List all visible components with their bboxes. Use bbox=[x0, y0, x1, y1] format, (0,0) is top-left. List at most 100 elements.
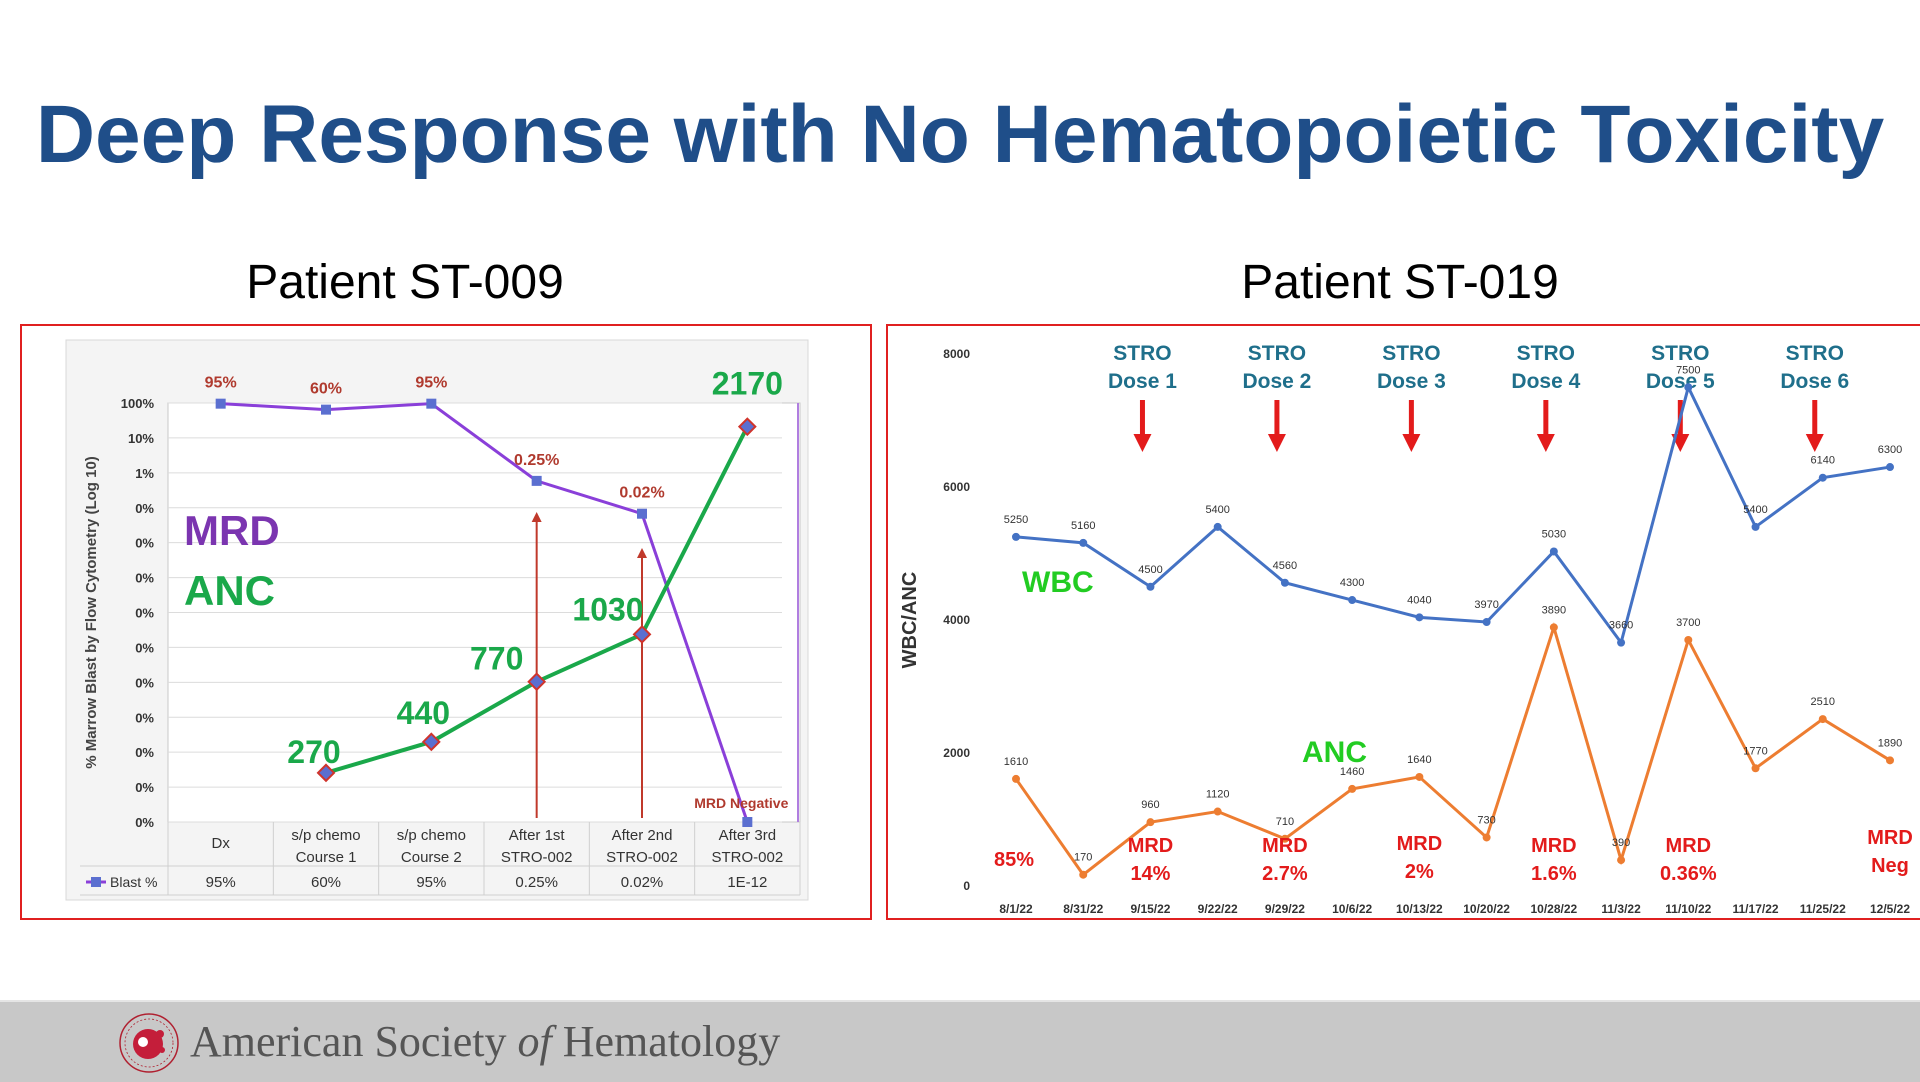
left-table-value: 95% bbox=[416, 874, 446, 891]
anc-series-line-right bbox=[1014, 622, 1891, 877]
anc-point bbox=[316, 763, 336, 783]
blast-point bbox=[426, 398, 437, 409]
anc-point-right bbox=[1684, 635, 1693, 644]
wbc-point bbox=[1415, 613, 1424, 622]
left-y-tick-label: 10% bbox=[128, 431, 154, 446]
blast-data-label: 95% bbox=[205, 375, 237, 392]
right-panel-title: Patient ST-019 bbox=[1241, 256, 1559, 309]
wbc-point bbox=[1886, 463, 1894, 472]
blast-point bbox=[742, 817, 753, 827]
anc-data-label: 1030 bbox=[572, 591, 643, 627]
dose-arrow-head bbox=[1402, 434, 1421, 452]
right-x-tick-label: 9/15/22 bbox=[1130, 902, 1170, 916]
wbc-point bbox=[1146, 582, 1155, 591]
left-y-tick-label: 0% bbox=[135, 675, 154, 690]
wbc-data-label: 4040 bbox=[1407, 594, 1431, 606]
wbc-data-label: 5400 bbox=[1205, 504, 1229, 516]
right-y-tick-label: 8000 bbox=[943, 347, 970, 361]
anc-data-label-right: 390 bbox=[1612, 837, 1630, 849]
dose-arrow-head bbox=[1536, 434, 1555, 452]
wbc-data-label: 7500 bbox=[1676, 364, 1700, 376]
wbc-data-label: 5160 bbox=[1071, 520, 1095, 532]
left-y-tick-label: 0% bbox=[135, 710, 154, 725]
footer-org-of: of bbox=[517, 1017, 552, 1066]
left-table-value: 1E-12 bbox=[727, 874, 767, 891]
footer-bar bbox=[0, 1000, 1920, 1082]
ash-logo-icon bbox=[119, 1013, 179, 1073]
anc-data-label-right: 1610 bbox=[1004, 756, 1028, 768]
anc-data-label-right: 710 bbox=[1276, 816, 1294, 828]
dose-arrow-head bbox=[1805, 434, 1824, 452]
blast-data-label: 0.25% bbox=[514, 452, 559, 469]
anc-data-label: 440 bbox=[397, 695, 450, 731]
blast-data-label: MRD Negative bbox=[694, 795, 788, 811]
anc-data-label: 270 bbox=[287, 734, 340, 770]
mrd-label-line2: 2.7% bbox=[1262, 863, 1308, 885]
right-x-tick-label: 11/10/22 bbox=[1665, 902, 1711, 916]
anc-point-right bbox=[1079, 870, 1088, 879]
dose-arrow-head bbox=[1133, 434, 1152, 452]
left-category-label: STRO-002 bbox=[606, 849, 678, 866]
left-y-tick-label: 0% bbox=[135, 501, 154, 516]
wbc-data-label: 4300 bbox=[1340, 577, 1364, 589]
anc-point-right bbox=[1886, 756, 1894, 765]
wbc-data-label: 3970 bbox=[1474, 599, 1498, 611]
left-y-tick-label: 0% bbox=[135, 640, 154, 655]
left-y-tick-label: 100% bbox=[121, 396, 155, 411]
right-x-tick-label: 12/5/22 bbox=[1870, 902, 1910, 916]
blast-point bbox=[637, 508, 647, 519]
right-x-tick-label: 11/25/22 bbox=[1800, 902, 1846, 916]
right-y-axis-title: WBC/ANC bbox=[899, 572, 921, 669]
anc-point-right bbox=[1617, 856, 1626, 865]
footer-org-post: Hematology bbox=[551, 1017, 781, 1066]
anc-point-right bbox=[1146, 818, 1155, 827]
mrd-label-line1: MRD bbox=[1262, 835, 1308, 857]
right-x-tick-label: 10/20/22 bbox=[1463, 902, 1510, 916]
wbc-point bbox=[1079, 538, 1088, 547]
anc-point bbox=[632, 624, 652, 644]
anc-point-right bbox=[1012, 774, 1020, 783]
left-table-legend-marker bbox=[91, 877, 101, 887]
left-legend-mrd: MRD bbox=[184, 507, 280, 554]
left-panel-title: Patient ST-009 bbox=[246, 256, 564, 309]
anc-point-right bbox=[1213, 807, 1222, 816]
dose-label-line1: STRO bbox=[1651, 342, 1709, 365]
left-y-tick-label: 0% bbox=[135, 606, 154, 621]
right-y-tick-label: 0 bbox=[963, 879, 970, 893]
right-chart-panel bbox=[886, 324, 1920, 920]
left-chart-panel bbox=[20, 324, 872, 920]
left-category-label: Course 1 bbox=[296, 849, 357, 866]
dose-arrow-head bbox=[1267, 434, 1286, 452]
left-y-axis-title: % Marrow Blast by Flow Cytometry (Log 10… bbox=[83, 456, 100, 769]
right-x-tick-label: 11/17/22 bbox=[1733, 902, 1779, 916]
wbc-point bbox=[1213, 522, 1222, 531]
footer-org-pre: American Society bbox=[190, 1017, 518, 1066]
left-y-tick-label: 0% bbox=[135, 745, 154, 760]
mrd-label-line2: 1.6% bbox=[1531, 863, 1577, 885]
right-x-tick-label: 11/3/22 bbox=[1601, 902, 1641, 916]
anc-data-label-right: 3700 bbox=[1676, 617, 1700, 629]
mrd-label-line1: 85% bbox=[994, 849, 1034, 871]
left-legend-anc: ANC bbox=[184, 567, 275, 614]
right-x-tick-label: 8/31/22 bbox=[1063, 902, 1103, 916]
anc-point-right bbox=[1280, 834, 1289, 843]
dose-label-line1: STRO bbox=[1517, 342, 1575, 365]
wbc-point bbox=[1617, 638, 1626, 647]
wbc-point bbox=[1751, 522, 1760, 531]
left-y-tick-label: 1% bbox=[135, 466, 154, 481]
left-table-row-label: Blast % bbox=[110, 874, 157, 890]
left-category-label: Dx bbox=[211, 835, 230, 852]
dose-label-line2: Dose 4 bbox=[1511, 370, 1580, 393]
wbc-point bbox=[1012, 532, 1020, 541]
anc-data-label-right: 1890 bbox=[1878, 737, 1902, 749]
dose-label-line2: Dose 2 bbox=[1242, 370, 1311, 393]
wbc-series-line bbox=[1015, 382, 1891, 647]
right-x-tick-label: 10/6/22 bbox=[1332, 902, 1372, 916]
anc-data-label: 2170 bbox=[712, 366, 783, 402]
left-table-value: 0.02% bbox=[621, 874, 664, 891]
left-y-tick-label: 0% bbox=[135, 815, 154, 830]
mrd-label-line2: 14% bbox=[1130, 863, 1170, 885]
dose-label-line2: Dose 6 bbox=[1780, 370, 1849, 393]
left-category-label: STRO-002 bbox=[501, 849, 573, 866]
